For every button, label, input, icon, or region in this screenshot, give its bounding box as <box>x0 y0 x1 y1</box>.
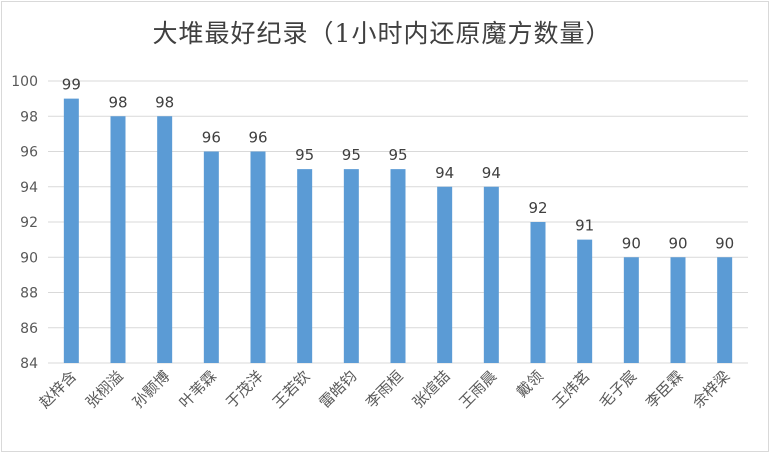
bar-4 <box>203 151 219 363</box>
data-label: 95 <box>388 146 407 164</box>
category-label: 王雨晨 <box>456 367 501 412</box>
bar-7 <box>343 169 359 363</box>
category-label: 叶苇霖 <box>176 367 221 412</box>
category-label: 毛子宸 <box>596 367 641 412</box>
y-tick-label: 92 <box>20 215 38 231</box>
y-tick-label: 88 <box>20 286 38 302</box>
bar-3 <box>157 116 173 363</box>
data-label: 90 <box>715 234 734 252</box>
data-label: 98 <box>108 93 127 111</box>
bar-15 <box>717 257 733 363</box>
y-tick-label: 86 <box>20 321 38 337</box>
category-label: 李雨桓 <box>362 367 407 412</box>
bar-14 <box>670 257 686 363</box>
category-label: 戴领 <box>513 367 547 401</box>
data-label: 99 <box>62 76 81 94</box>
data-label: 96 <box>202 129 221 147</box>
bar-11 <box>530 222 546 363</box>
data-label: 94 <box>482 164 501 182</box>
data-label: 96 <box>248 129 267 147</box>
category-label: 雷皓钧 <box>316 367 361 412</box>
bar-10 <box>483 186 499 363</box>
data-label: 90 <box>622 234 641 252</box>
bar-12 <box>577 239 593 363</box>
category-label: 王若钦 <box>269 367 314 412</box>
category-labels: 赵梓含 张栩溢 孙颢博 叶苇霖 于茂洋 王若钦 雷皓钧 李雨桓 张煊喆 王雨晨 戴领 王炜茗 毛子宸 李臣… <box>36 367 734 412</box>
y-tick-label: 94 <box>20 180 38 196</box>
category-label: 于茂洋 <box>222 367 267 412</box>
y-tick-label: 96 <box>20 145 38 161</box>
y-tick-label: 98 <box>20 109 38 125</box>
data-label: 95 <box>295 146 314 164</box>
bar-9 <box>437 186 453 363</box>
category-label: 孙颢博 <box>129 367 174 412</box>
data-label: 91 <box>575 217 594 235</box>
y-axis-ticks: 84 86 88 90 92 94 96 98 100 <box>11 74 38 372</box>
bar-13 <box>623 257 639 363</box>
y-tick-label: 90 <box>20 250 38 266</box>
data-label: 98 <box>155 93 174 111</box>
bars <box>63 98 733 363</box>
bar-1 <box>63 98 79 363</box>
bar-5 <box>250 151 266 363</box>
chart-title: 大堆最好纪录（1小时内还原魔方数量） <box>152 19 612 48</box>
bar-8 <box>390 169 406 363</box>
bar-2 <box>110 116 126 363</box>
data-label: 95 <box>342 146 361 164</box>
category-label: 王炜茗 <box>549 367 594 412</box>
y-tick-label: 84 <box>20 356 38 372</box>
data-label: 94 <box>435 164 454 182</box>
category-label: 赵梓含 <box>36 367 81 412</box>
category-label: 余梓梁 <box>689 367 734 412</box>
bar-6 <box>297 169 313 363</box>
data-label: 92 <box>528 199 547 217</box>
data-labels: 99 98 98 96 96 95 95 95 94 94 92 91 90 90 90 <box>62 76 734 253</box>
y-tick-label: 100 <box>11 74 38 90</box>
category-label: 李臣霖 <box>642 367 687 412</box>
category-label: 张煊喆 <box>409 367 454 412</box>
category-label: 张栩溢 <box>82 367 127 412</box>
data-label: 90 <box>668 234 687 252</box>
